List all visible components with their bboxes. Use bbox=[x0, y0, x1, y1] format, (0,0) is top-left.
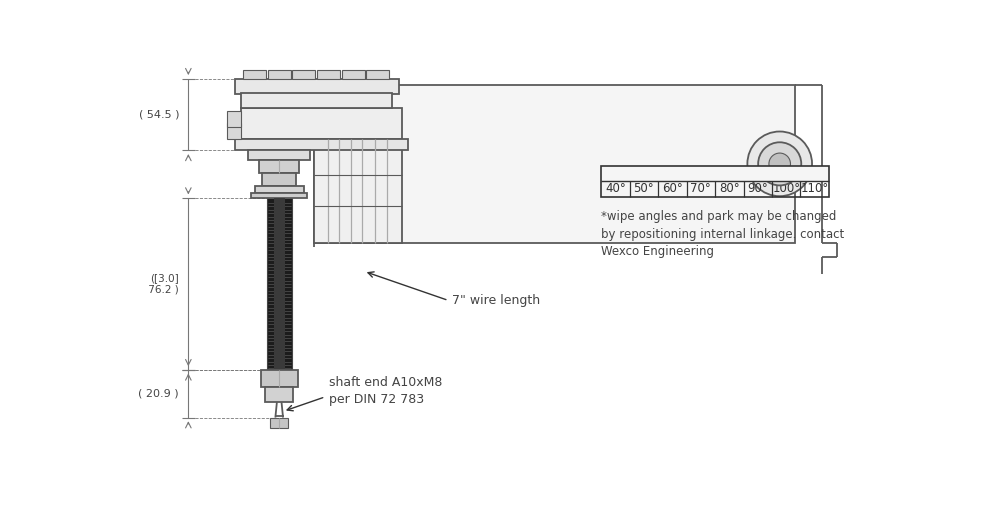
Text: shaft end A10xM8
per DIN 72 783: shaft end A10xM8 per DIN 72 783 bbox=[329, 375, 443, 406]
Text: ([3.0]
 76.2 ): ([3.0] 76.2 ) bbox=[145, 273, 179, 295]
Bar bbox=[242, 92, 393, 108]
Text: ( 54.5 ): ( 54.5 ) bbox=[138, 110, 179, 119]
Text: ( 20.9 ): ( 20.9 ) bbox=[138, 389, 179, 399]
Bar bbox=[251, 193, 307, 198]
Circle shape bbox=[769, 153, 791, 175]
Bar bbox=[601, 166, 829, 181]
Text: 50°: 50° bbox=[633, 182, 654, 195]
Bar bbox=[293, 70, 315, 79]
Bar bbox=[243, 70, 266, 79]
Bar bbox=[241, 108, 403, 139]
Circle shape bbox=[758, 142, 801, 185]
Text: 70°: 70° bbox=[690, 182, 711, 195]
Circle shape bbox=[747, 131, 812, 196]
Text: 100°: 100° bbox=[772, 182, 800, 195]
Text: 40°: 40° bbox=[605, 182, 626, 195]
Bar bbox=[366, 70, 389, 79]
Bar bbox=[267, 198, 292, 370]
Text: 80°: 80° bbox=[719, 182, 739, 195]
Bar bbox=[268, 70, 291, 79]
Text: 90°: 90° bbox=[747, 182, 768, 195]
Text: available wipe angles: available wipe angles bbox=[647, 167, 783, 180]
Bar bbox=[236, 139, 408, 150]
Bar bbox=[274, 198, 285, 370]
Text: 7" wire length: 7" wire length bbox=[453, 294, 540, 307]
Bar bbox=[314, 139, 403, 243]
Text: 60°: 60° bbox=[662, 182, 682, 195]
Bar bbox=[227, 111, 241, 127]
Bar bbox=[601, 166, 829, 196]
Bar bbox=[261, 370, 298, 386]
Text: 110°: 110° bbox=[800, 182, 829, 195]
Bar bbox=[314, 85, 795, 243]
Text: *wipe angles and park may be changed
by repositioning internal linkage. contact
: *wipe angles and park may be changed by … bbox=[601, 211, 845, 258]
Bar bbox=[254, 186, 303, 193]
Bar bbox=[317, 70, 340, 79]
Bar bbox=[236, 79, 399, 94]
Bar bbox=[265, 386, 293, 402]
Bar bbox=[259, 159, 300, 174]
Bar bbox=[270, 418, 289, 428]
Bar bbox=[227, 124, 241, 139]
Bar bbox=[262, 174, 297, 186]
Bar bbox=[342, 70, 364, 79]
Bar bbox=[248, 150, 310, 159]
